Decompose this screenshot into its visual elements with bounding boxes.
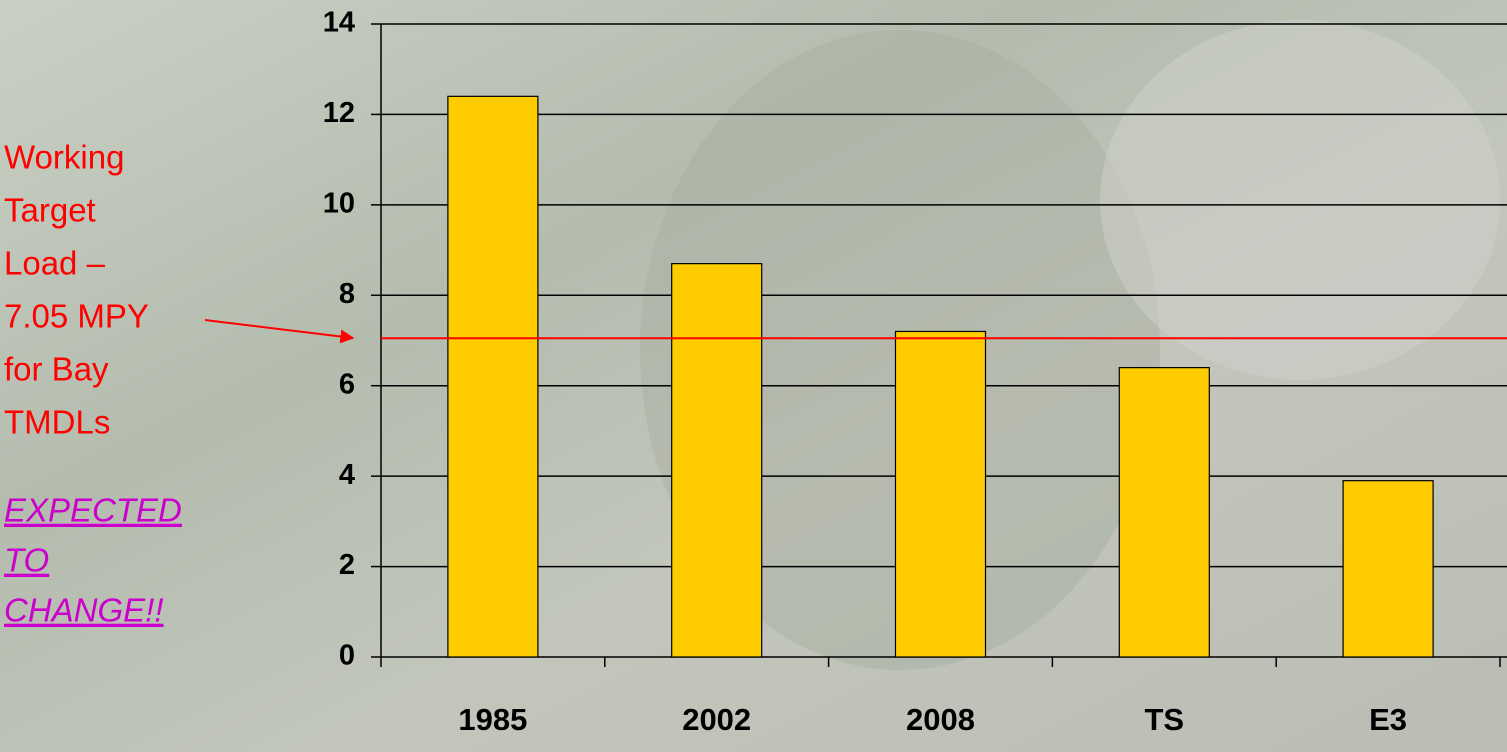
annotation-text: Target bbox=[4, 192, 96, 229]
annotation-text: for Bay bbox=[4, 351, 109, 388]
x-tick-label: 2002 bbox=[682, 702, 751, 737]
annotation-arrow bbox=[204, 319, 355, 344]
y-tick-label: 6 bbox=[339, 368, 355, 400]
x-tick-label: 2008 bbox=[906, 702, 975, 737]
annotation-text: Working bbox=[4, 139, 124, 176]
y-tick-label: 14 bbox=[323, 7, 355, 39]
y-tick-label: 12 bbox=[323, 97, 355, 129]
y-tick-label: 10 bbox=[323, 188, 355, 220]
x-tick-label: TS bbox=[1144, 702, 1184, 737]
annotation-text: Load – bbox=[4, 245, 106, 282]
x-tick-label: 1985 bbox=[458, 702, 527, 737]
bar bbox=[1342, 480, 1434, 658]
y-tick-label: 8 bbox=[339, 278, 355, 310]
y-tick-label: 2 bbox=[339, 549, 355, 581]
note-text: EXPECTED bbox=[4, 492, 182, 529]
x-tick-label: E3 bbox=[1369, 702, 1407, 737]
bar bbox=[894, 330, 987, 658]
note-text: CHANGE!! bbox=[4, 592, 164, 629]
y-tick-label: 4 bbox=[339, 459, 355, 491]
bar bbox=[1118, 367, 1210, 658]
map-texture bbox=[1100, 20, 1500, 380]
annotation-text: TMDLs bbox=[4, 404, 110, 441]
y-tick-label: 0 bbox=[339, 640, 355, 672]
annotation-text: 7.05 MPY bbox=[4, 298, 149, 335]
bar bbox=[671, 263, 763, 658]
bar bbox=[447, 95, 539, 658]
note-text: TO bbox=[4, 542, 49, 579]
